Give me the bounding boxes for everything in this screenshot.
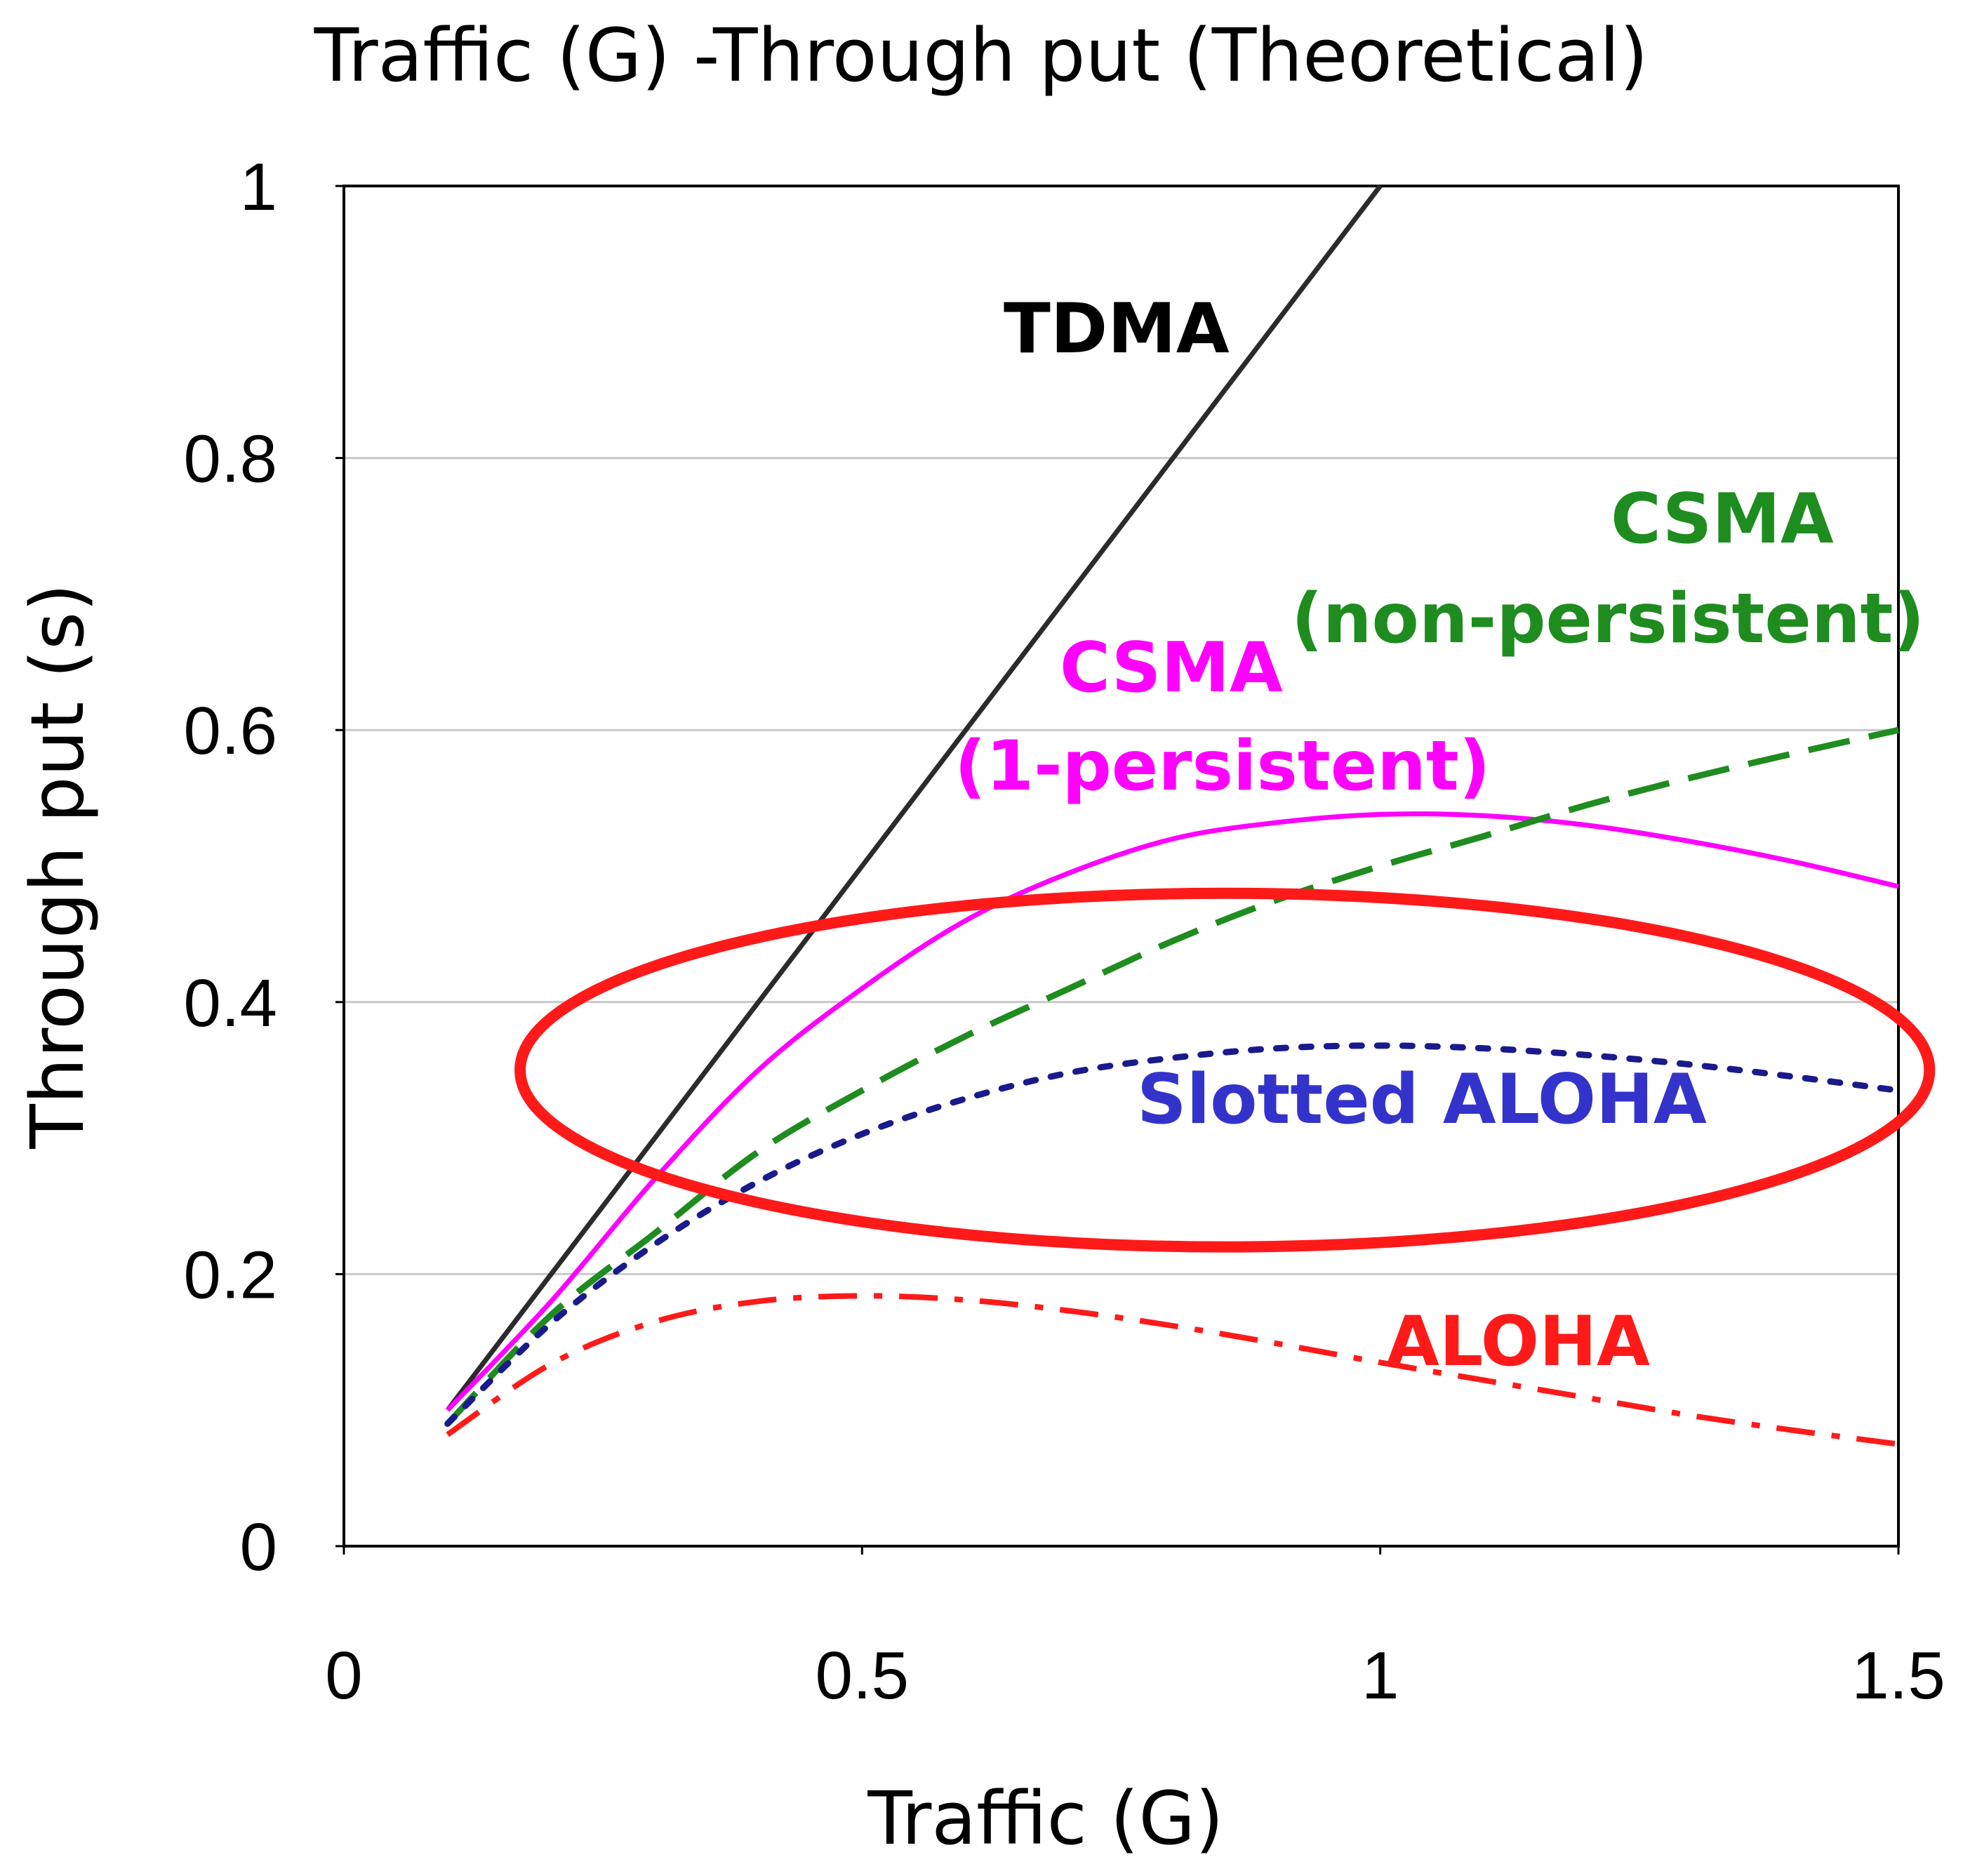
series-line-tdma bbox=[445, 184, 1383, 1412]
y-tick-label: 0 bbox=[240, 1510, 277, 1585]
x-tick-label: 1.5 bbox=[1851, 1638, 1945, 1713]
x-axis-ticks: 0 0.5 1 1.5 bbox=[325, 1546, 1945, 1713]
plot-frame bbox=[342, 185, 1900, 1548]
series-label-aloha: ALOHA bbox=[1386, 1302, 1650, 1382]
series-line-aloha bbox=[446, 1293, 1899, 1447]
series-label-tdma: TDMA bbox=[1004, 289, 1230, 369]
y-tick-label: 0.2 bbox=[184, 1237, 277, 1312]
y-tick-label: 1 bbox=[240, 149, 277, 225]
series-line-slotted-aloha bbox=[444, 1042, 1902, 1428]
x-tick-label: 0 bbox=[325, 1638, 362, 1713]
x-tick-label: 1 bbox=[1362, 1638, 1399, 1713]
series-label-slotted-aloha: Slotted ALOHA bbox=[1137, 1060, 1707, 1140]
y-axis-ticks: 0 0.2 0.4 0.6 0.8 1 bbox=[184, 149, 344, 1585]
x-tick-label: 0.5 bbox=[816, 1638, 909, 1713]
y-axis-label: Through put (s) bbox=[15, 583, 100, 1150]
y-tick-label: 0.6 bbox=[184, 693, 277, 769]
grid-lines bbox=[344, 457, 1898, 1275]
x-axis-label: Traffic (G) bbox=[867, 1776, 1223, 1861]
series-lines bbox=[444, 184, 1902, 1447]
series-label-csma-1p-line1: CSMA bbox=[1060, 628, 1283, 708]
highlight-ellipse bbox=[514, 887, 1936, 1253]
y-tick-label: 0.8 bbox=[184, 422, 277, 497]
y-tick-label: 0.4 bbox=[184, 966, 277, 1041]
series-label-csma-np-line1: CSMA bbox=[1611, 479, 1834, 559]
series-label-csma-np-line2: (non-persistent) bbox=[1291, 579, 1924, 659]
series-line-csma-non-persistent bbox=[445, 726, 1899, 1426]
annotations bbox=[514, 887, 1936, 1253]
chart-title: Traffic (G) -Through put (Theoretical) bbox=[314, 13, 1649, 98]
series-label-csma-1p-line2: (1-persistent) bbox=[954, 726, 1491, 806]
